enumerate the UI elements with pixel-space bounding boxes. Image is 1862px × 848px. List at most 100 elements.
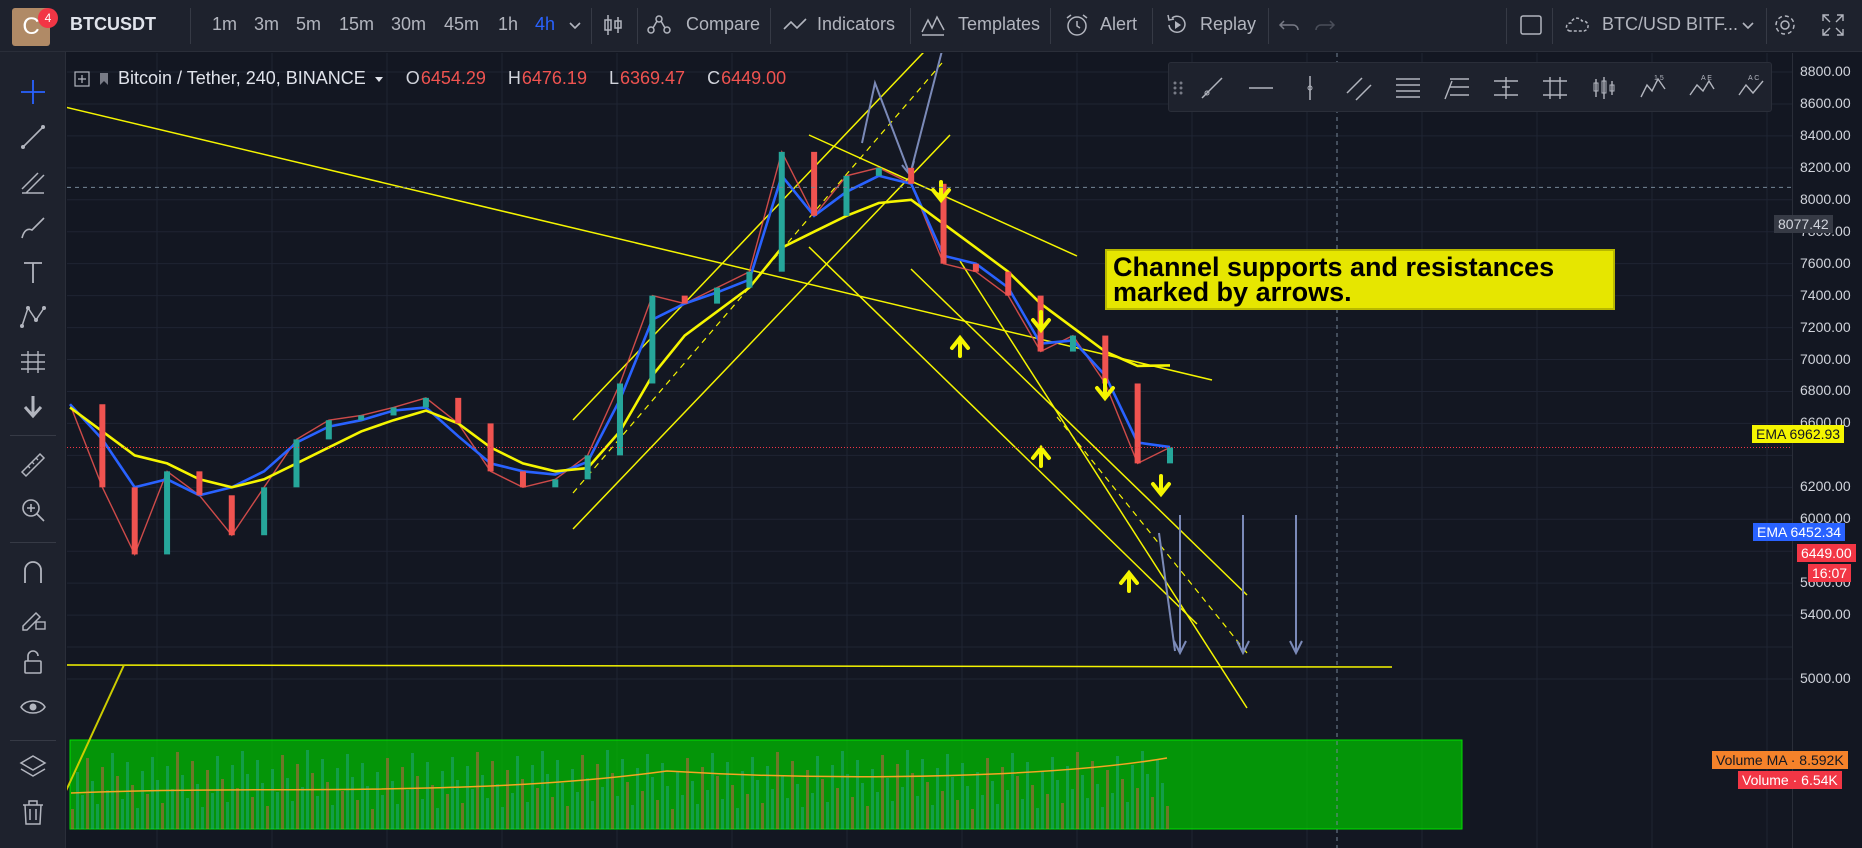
volume-bar xyxy=(516,756,519,829)
interval-1h[interactable]: 1h xyxy=(498,14,519,34)
candles-icon[interactable] xyxy=(600,12,626,38)
interval-3m[interactable]: 3m xyxy=(254,14,280,34)
divider xyxy=(1552,8,1553,44)
magnet-icon[interactable] xyxy=(18,557,48,587)
price-axis[interactable] xyxy=(1792,53,1862,848)
volume-bar xyxy=(546,774,549,829)
volume-highlight-zone xyxy=(69,739,1463,830)
interval-45m[interactable]: 45m xyxy=(444,14,480,34)
volume-bar xyxy=(161,803,164,829)
trend-line-icon[interactable] xyxy=(1197,73,1227,103)
volume-bar xyxy=(536,788,539,829)
fib-retracement-icon[interactable] xyxy=(18,167,48,197)
annotation-callout[interactable]: Channel supports and resistances marked … xyxy=(1105,249,1615,310)
parallel-channel-icon[interactable] xyxy=(1344,73,1374,103)
trend-line-icon[interactable] xyxy=(18,122,48,152)
candle xyxy=(1167,447,1173,464)
abcde-pattern-icon[interactable]: A E xyxy=(1687,73,1717,103)
volume-bar xyxy=(801,807,804,829)
candle xyxy=(746,271,753,288)
volume-bar xyxy=(526,802,529,829)
volume-bar xyxy=(316,796,319,829)
ruler-icon[interactable] xyxy=(18,450,48,480)
close-value: 6449.00 xyxy=(721,68,787,88)
chevron-down-icon[interactable] xyxy=(1740,17,1756,33)
ema-yellow-badge: EMA 6962.93 xyxy=(1752,425,1845,443)
expand-icon[interactable] xyxy=(1820,12,1846,38)
caret-down-icon[interactable] xyxy=(374,74,384,84)
volume-label: Volume xyxy=(1742,772,1789,788)
volume-bar xyxy=(891,801,894,829)
svg-text:A C: A C xyxy=(1748,75,1759,82)
plus-square-icon[interactable] xyxy=(74,70,90,87)
volume-bar xyxy=(661,763,664,829)
fib-time-icon[interactable] xyxy=(1491,73,1521,103)
volume-bar xyxy=(276,792,279,829)
zoom-in-icon[interactable] xyxy=(18,495,48,525)
abc-pattern-icon[interactable]: A C xyxy=(1736,73,1766,103)
volume-badge: Volume · 6.54K xyxy=(1738,771,1842,789)
series-title[interactable]: Bitcoin / Tether, 240, BINANCE xyxy=(118,68,366,88)
volume-bar xyxy=(701,767,704,829)
pattern-icon[interactable] xyxy=(18,302,48,332)
layout-name[interactable]: BTC/USD BITF... xyxy=(1602,14,1739,34)
elliott-wave-icon[interactable]: 1 5 xyxy=(1638,73,1668,103)
volume-bar xyxy=(441,771,444,829)
volume-bar xyxy=(296,764,299,829)
volume-bar xyxy=(256,760,259,829)
undo-icon[interactable] xyxy=(1276,12,1302,38)
price-chart[interactable] xyxy=(67,53,1792,848)
volume-bar xyxy=(791,761,794,829)
fullscreen-box-icon[interactable] xyxy=(1518,12,1544,38)
interval-5m[interactable]: 5m xyxy=(296,14,322,34)
horizontal-line-icon[interactable] xyxy=(1246,73,1276,103)
trash-icon[interactable] xyxy=(18,797,48,827)
chevron-down-icon[interactable] xyxy=(567,17,583,33)
alert-button[interactable]: Alert xyxy=(1100,14,1138,34)
volume-bar xyxy=(541,751,544,829)
volume-bar xyxy=(981,795,984,829)
vertical-line-icon[interactable] xyxy=(1295,73,1325,103)
candle xyxy=(164,471,171,555)
volume-bar xyxy=(736,808,739,829)
trend-line xyxy=(67,106,1213,381)
templates-button[interactable]: Templates xyxy=(958,14,1041,34)
prediction-icon[interactable] xyxy=(18,347,48,377)
candle xyxy=(875,167,882,176)
volume-bar xyxy=(451,757,454,829)
layers-icon[interactable] xyxy=(18,752,48,782)
volume-bar xyxy=(756,780,759,829)
volume-bar xyxy=(556,760,559,829)
gear-icon[interactable] xyxy=(1772,12,1798,38)
fib-extension-icon[interactable] xyxy=(1442,73,1472,103)
symbol-search[interactable]: BTCUSDT xyxy=(70,14,156,34)
brush-icon[interactable] xyxy=(18,212,48,242)
replay-button[interactable]: Replay xyxy=(1200,14,1257,34)
unlock-icon[interactable] xyxy=(18,647,48,677)
text-tool-icon[interactable] xyxy=(18,257,48,287)
eye-icon[interactable] xyxy=(18,692,48,722)
indicators-button[interactable]: Indicators xyxy=(817,14,896,34)
drag-handle-icon[interactable] xyxy=(1171,73,1185,103)
bars-pattern-icon[interactable] xyxy=(1589,73,1619,103)
volume-ma-value: 8.592K xyxy=(1799,752,1844,768)
volume-bar xyxy=(671,809,674,829)
redo-icon[interactable] xyxy=(1312,12,1338,38)
compare-button[interactable]: Compare xyxy=(686,14,761,34)
interval-30m[interactable]: 30m xyxy=(391,14,427,34)
interval-4h[interactable]: 4h xyxy=(535,14,556,34)
volume-bar xyxy=(476,752,479,829)
volume-bar xyxy=(101,767,104,829)
interval-1m[interactable]: 1m xyxy=(212,14,238,34)
fib-levels-icon[interactable] xyxy=(1393,73,1423,103)
volume-bar xyxy=(571,769,574,829)
arrow-down-icon[interactable] xyxy=(18,392,48,422)
interval-15m[interactable]: 15m xyxy=(339,14,375,34)
crosshair-icon[interactable] xyxy=(18,77,48,107)
volume-bar xyxy=(1031,785,1034,829)
fib-channel-icon[interactable] xyxy=(1540,73,1570,103)
lock-drawings-icon[interactable] xyxy=(18,602,48,632)
projection-arrow xyxy=(1158,532,1176,652)
volume-bar xyxy=(1001,767,1004,829)
trend-drawings xyxy=(67,53,1393,792)
